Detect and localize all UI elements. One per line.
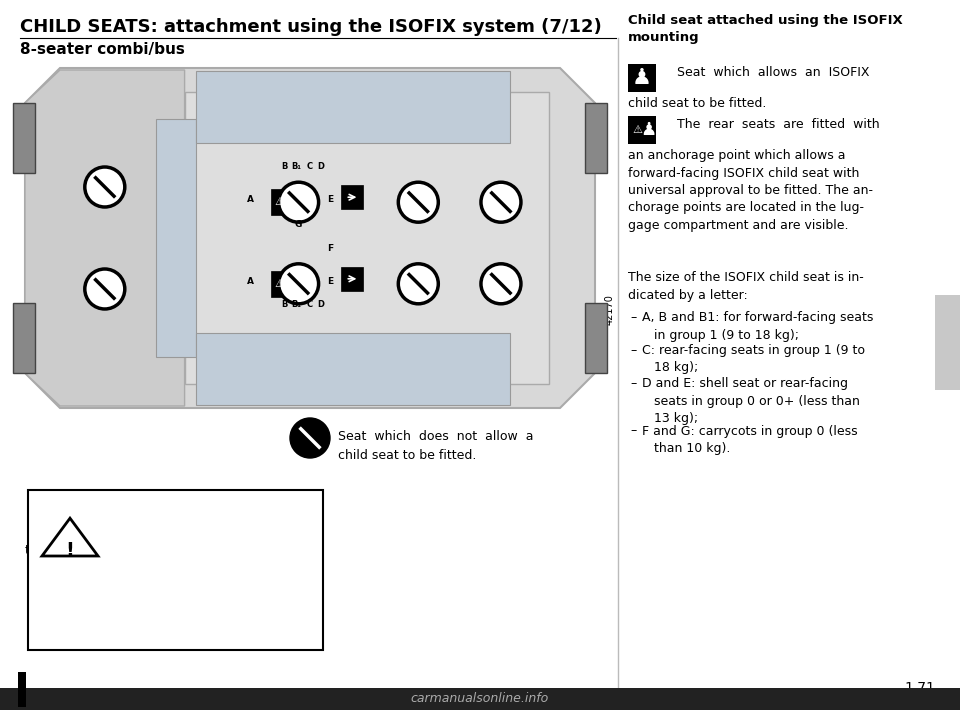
Polygon shape [196, 71, 510, 143]
Text: B: B [281, 162, 288, 171]
Text: A: A [247, 277, 253, 286]
Text: ♟: ♟ [640, 121, 656, 139]
Text: F: F [327, 244, 333, 253]
Text: 42170: 42170 [605, 295, 615, 325]
Bar [628, 116, 656, 144]
Text: The size of the ISOFIX child seat is in-
dicated by a letter:: The size of the ISOFIX child seat is in-… [628, 271, 864, 302]
Text: ⚠: ⚠ [632, 125, 642, 135]
Polygon shape [42, 518, 98, 556]
Text: 1.71: 1.71 [904, 681, 935, 695]
Text: D: D [317, 162, 324, 171]
Text: G: G [295, 220, 302, 229]
Polygon shape [25, 70, 184, 406]
Bar [13, 103, 35, 173]
Text: F and G: carrycots in group 0 (less
   than 10 kg).: F and G: carrycots in group 0 (less than… [642, 425, 857, 455]
Text: –: – [630, 311, 636, 324]
Bar [585, 103, 607, 173]
Text: D: D [317, 300, 324, 309]
Text: E: E [327, 195, 333, 204]
Bar [0, 688, 960, 710]
Polygon shape [156, 119, 196, 357]
Text: Using a child safety system
which  is  not  approved  for
this vehicle will not : Using a child safety system which is not… [25, 508, 195, 575]
Text: C: rear-facing seats in group 1 (9 to
   18 kg);: C: rear-facing seats in group 1 (9 to 18… [642, 344, 865, 374]
Circle shape [481, 264, 521, 304]
Text: an anchorage point which allows a
forward-facing ISOFIX child seat with
universa: an anchorage point which allows a forwar… [628, 149, 873, 232]
Text: –: – [630, 377, 636, 390]
Bar [342, 267, 363, 291]
Text: carmanualsonline.info: carmanualsonline.info [411, 692, 549, 704]
Text: C: C [306, 300, 313, 309]
Circle shape [278, 264, 319, 304]
Polygon shape [196, 333, 510, 405]
Text: C: C [306, 162, 313, 171]
Text: Child seat attached using the ISOFIX
mounting: Child seat attached using the ISOFIX mou… [628, 14, 902, 43]
Bar [28, 490, 323, 650]
Bar [585, 303, 607, 373]
Circle shape [278, 182, 319, 222]
Text: B₁: B₁ [292, 300, 301, 309]
Text: The  rear  seats  are  fitted  with: The rear seats are fitted with [661, 118, 879, 131]
Text: child seat to be fitted.: child seat to be fitted. [628, 97, 766, 110]
Text: –: – [630, 425, 636, 437]
Circle shape [290, 418, 330, 458]
Text: !: ! [65, 540, 75, 559]
Text: ♟: ♟ [282, 276, 297, 291]
Text: –: – [630, 344, 636, 357]
Bar [628, 64, 656, 92]
Text: D and E: shell seat or rear-facing
   seats in group 0 or 0+ (less than
   13 kg: D and E: shell seat or rear-facing seats… [642, 377, 860, 425]
Text: CHILD SEATS: attachment using the ISOFIX system (7/12): CHILD SEATS: attachment using the ISOFIX… [20, 18, 602, 36]
Text: A: A [247, 195, 253, 204]
Text: E: E [327, 277, 333, 286]
Circle shape [398, 182, 439, 222]
Text: ⚠: ⚠ [275, 197, 284, 207]
Text: B₁: B₁ [292, 162, 301, 171]
Text: Seat  which  allows  an  ISOFIX: Seat which allows an ISOFIX [661, 66, 870, 79]
Text: ⚠: ⚠ [275, 279, 284, 289]
Circle shape [84, 269, 125, 309]
Bar [272, 271, 298, 297]
Text: Seat  which  does  not  allow  a
child seat to be fitted.: Seat which does not allow a child seat t… [338, 430, 534, 462]
Bar [935, 295, 960, 390]
Circle shape [398, 264, 439, 304]
Bar [272, 189, 298, 215]
Text: ♟: ♟ [632, 68, 652, 88]
Bar [184, 92, 549, 384]
Circle shape [84, 167, 125, 207]
Text: They risk serious or even fatal injury.: They risk serious or even fatal injury. [65, 596, 284, 609]
Text: ♟: ♟ [282, 195, 297, 209]
Bar [18, 672, 26, 707]
Bar [13, 303, 35, 373]
Circle shape [481, 182, 521, 222]
Text: B: B [281, 300, 288, 309]
Polygon shape [25, 68, 595, 408]
Text: 8-seater combi/bus: 8-seater combi/bus [20, 42, 185, 57]
Text: A, B and B1: for forward-facing seats
   in group 1 (9 to 18 kg);: A, B and B1: for forward-facing seats in… [642, 311, 874, 342]
Bar [342, 185, 363, 209]
